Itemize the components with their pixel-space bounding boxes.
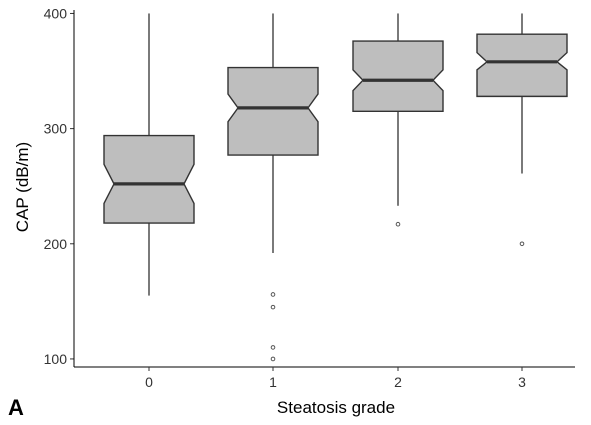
outlier-point: [519, 241, 525, 247]
x-tick-label: 3: [518, 374, 526, 390]
outlier-point: [270, 345, 276, 350]
y-axis-ticks: 100 200 300 400: [44, 5, 74, 367]
panel-label: A: [8, 395, 24, 420]
y-tick-label: 400: [44, 5, 68, 21]
outlier-point: [395, 221, 401, 227]
y-tick-label: 100: [44, 351, 68, 367]
box-group-1: [227, 13, 319, 362]
boxes: [103, 13, 568, 362]
notched-box: [103, 134, 195, 224]
notched-box: [227, 66, 319, 156]
x-axis-title: Steatosis grade: [277, 398, 395, 417]
box-group-3: [476, 13, 568, 247]
x-tick-label: 1: [269, 374, 277, 390]
outlier-point: [270, 356, 276, 362]
box-group-0: [103, 13, 195, 296]
y-axis-title: CAP (dB/m): [13, 142, 32, 232]
x-tick-label: 0: [145, 374, 153, 390]
y-tick-label: 300: [44, 121, 68, 137]
outlier-point: [270, 292, 276, 297]
notched-box: [352, 40, 444, 113]
outlier-point: [270, 304, 276, 310]
box-group-2: [352, 13, 444, 227]
notched-box: [476, 33, 568, 98]
x-axis-ticks: 0 1 2 3: [145, 367, 526, 390]
y-tick-label: 200: [44, 236, 68, 252]
x-tick-label: 2: [394, 374, 402, 390]
